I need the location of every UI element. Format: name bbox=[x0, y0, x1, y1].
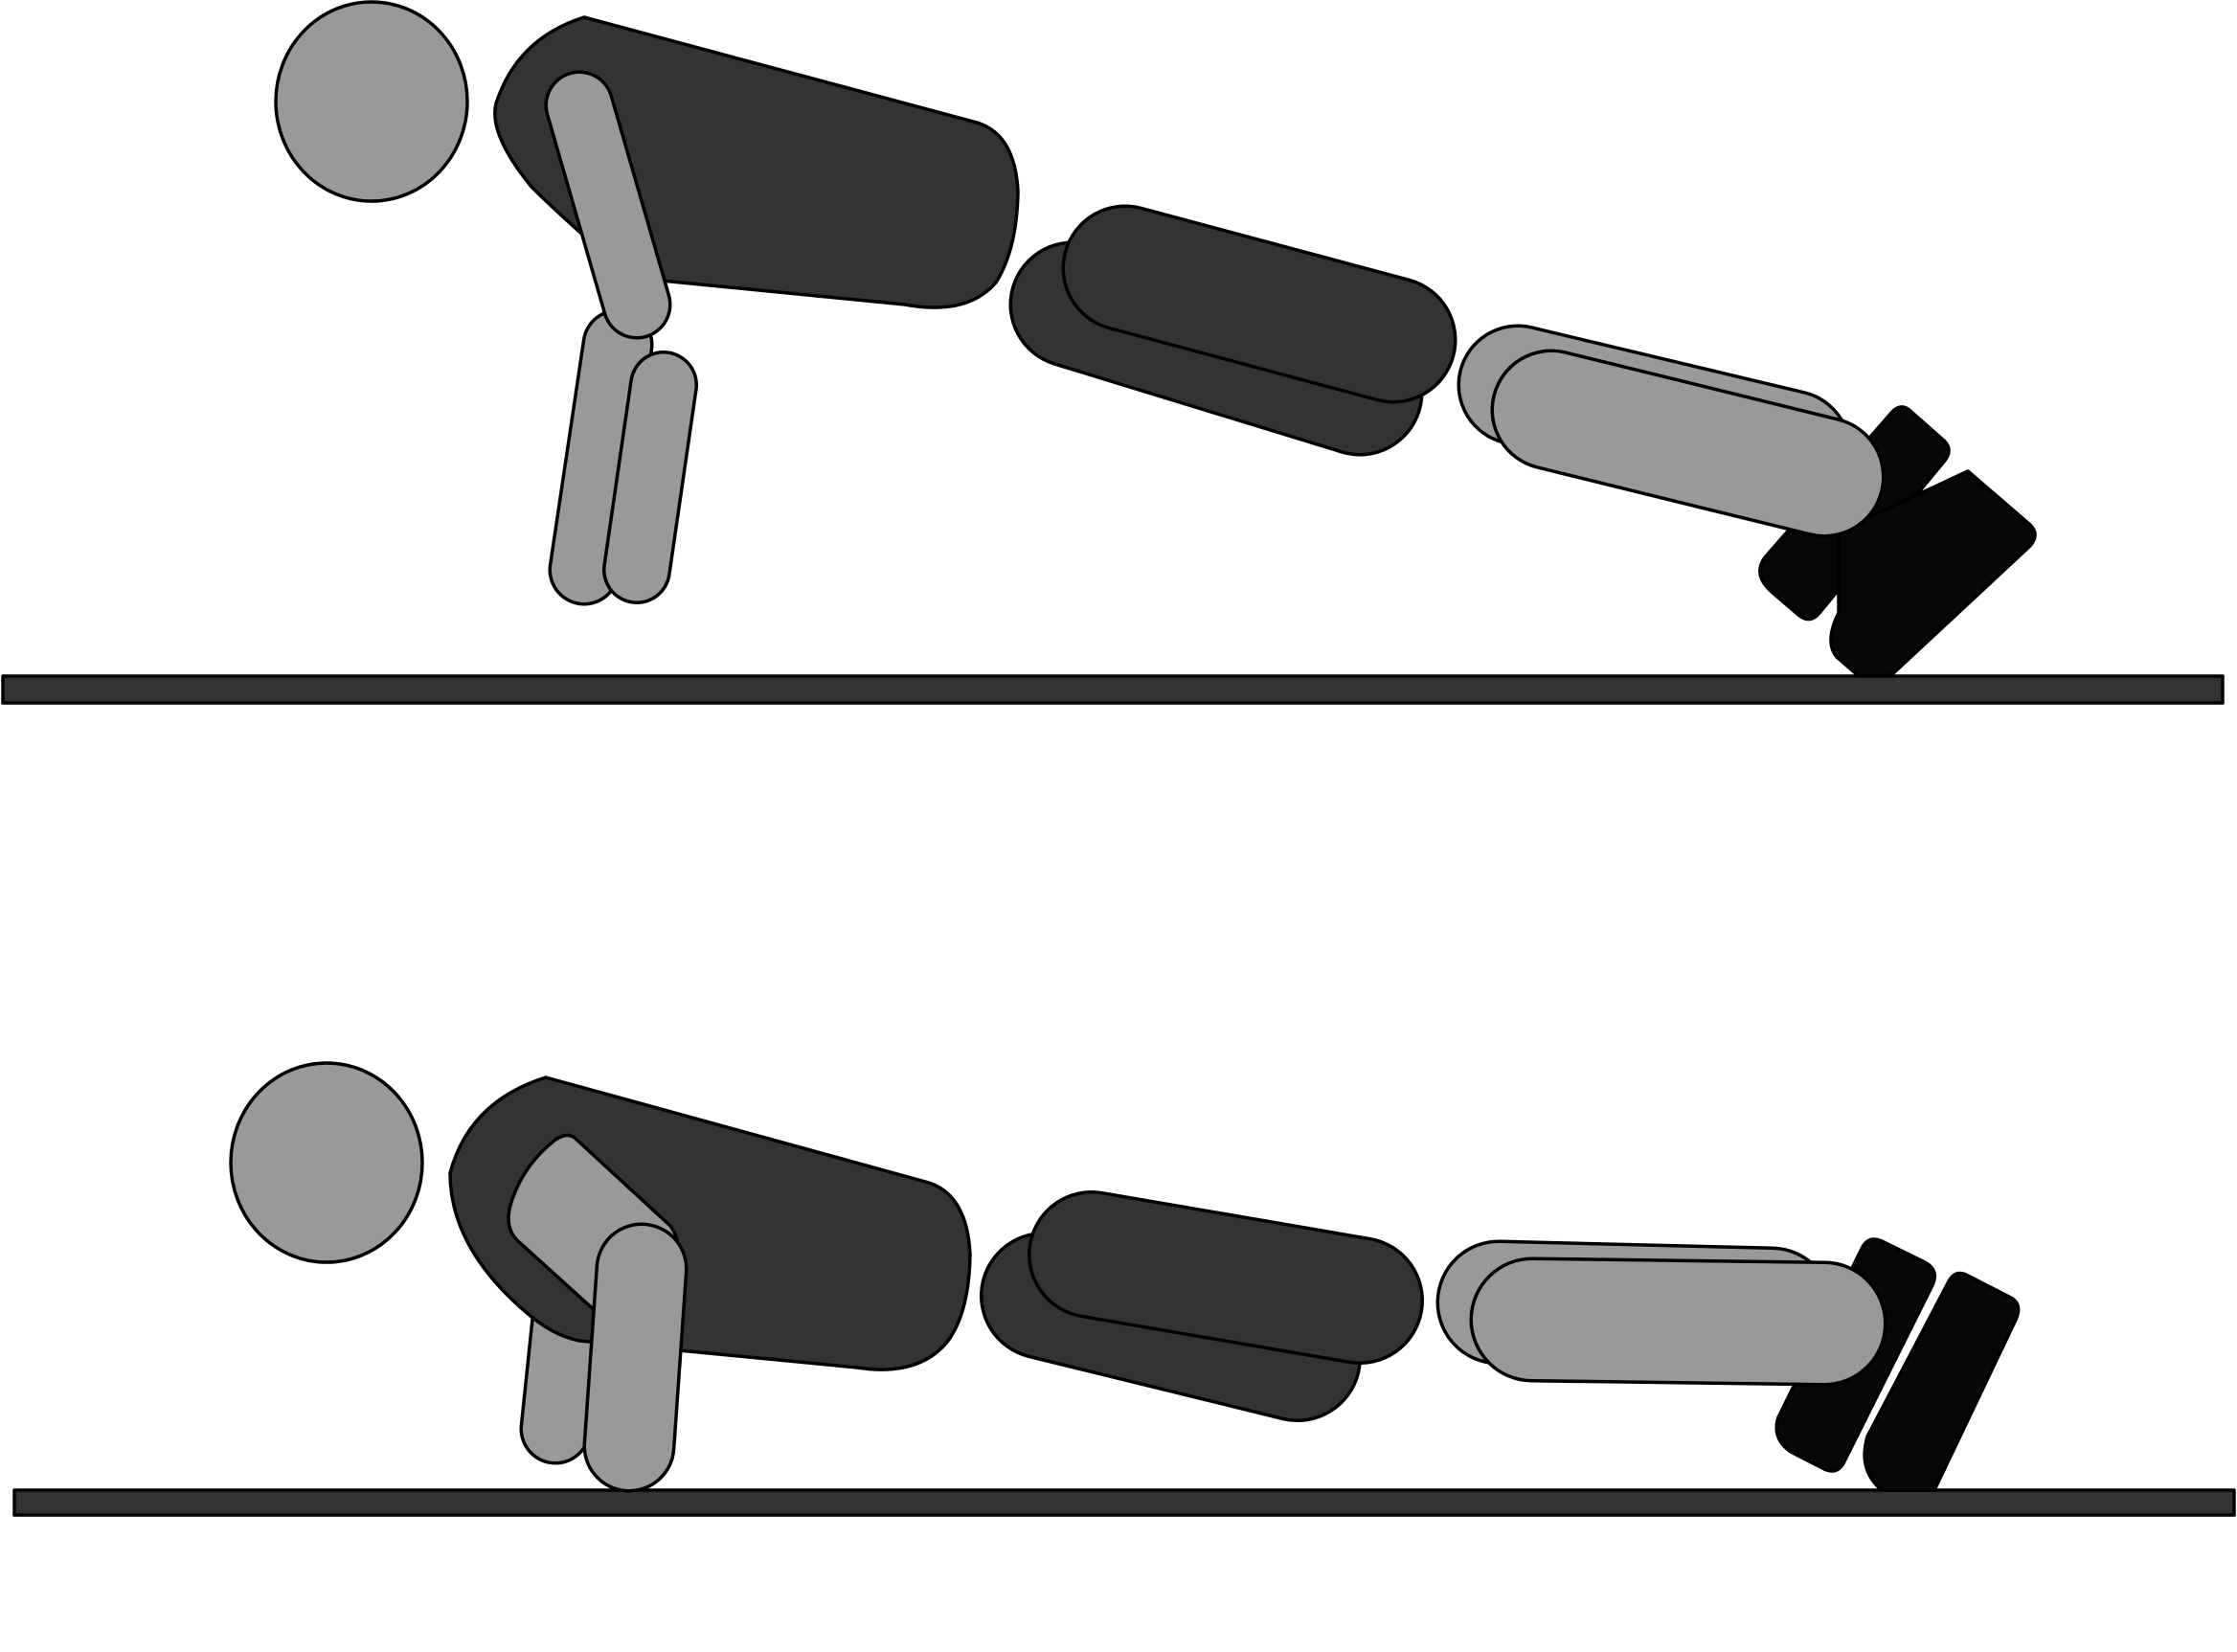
far-forearm-top-fill bbox=[552, 312, 650, 602]
floor-top bbox=[1, 674, 2225, 705]
near-forearm-bottom-fill bbox=[586, 1226, 685, 1489]
near-arm-top bbox=[544, 70, 698, 604]
panel-plank-position bbox=[1, 0, 2225, 705]
near-shin-bottom-fill bbox=[1473, 1260, 1884, 1383]
near-forearm-top-fill bbox=[605, 353, 695, 601]
near-shoe-top bbox=[1829, 469, 2037, 677]
panel-lowered-position bbox=[12, 1061, 2236, 1517]
near-leg-bottom bbox=[1028, 1190, 2021, 1492]
near-thigh-top-fill bbox=[1065, 208, 1454, 400]
near-arm-bottom bbox=[507, 1133, 689, 1493]
head-top bbox=[274, 0, 469, 203]
near-leg-top bbox=[1061, 204, 2037, 677]
near-upper-arm-top-fill bbox=[548, 74, 668, 336]
near-shin-top-fill bbox=[1494, 352, 1882, 534]
floor-bottom bbox=[12, 1488, 2236, 1517]
head-bottom bbox=[229, 1061, 424, 1264]
near-shoe-bottom bbox=[1863, 1271, 2021, 1492]
far-arm-top bbox=[548, 308, 654, 606]
near-thigh-bottom-fill bbox=[1030, 1193, 1421, 1362]
